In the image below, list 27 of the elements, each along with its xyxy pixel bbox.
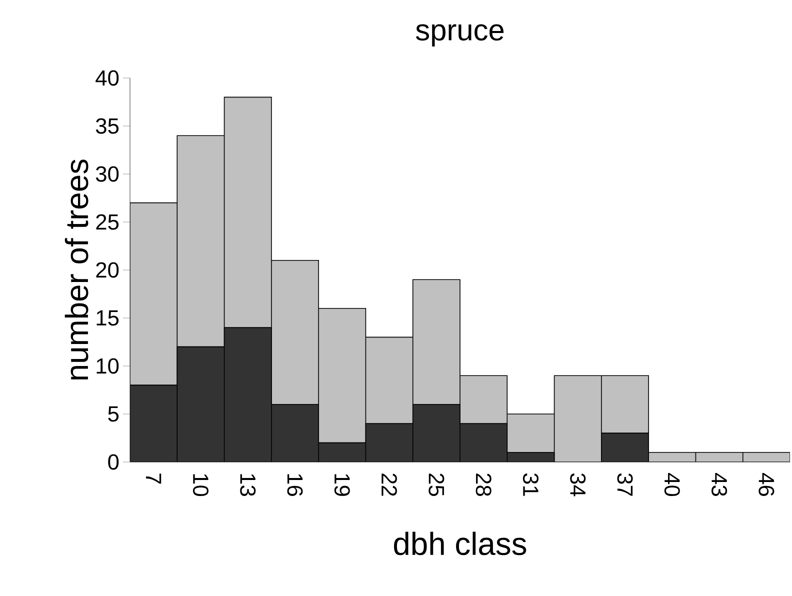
y-tick-label: 35	[96, 118, 119, 134]
x-tick-label: 37	[617, 473, 633, 496]
x-tick-label: 46	[758, 473, 774, 496]
chart-title: spruce	[416, 24, 504, 46]
bar	[601, 432, 649, 462]
x-tick-label: 28	[476, 474, 492, 496]
y-tick-label: 5	[108, 406, 119, 422]
x-tick-label: 13	[240, 474, 256, 496]
y-tick-label: 0	[108, 454, 119, 470]
x-tick-label: 7	[146, 474, 162, 484]
y-axis-title: number of trees	[64, 160, 88, 380]
x-tick-label: 34	[570, 473, 586, 496]
y-tick-label: 20	[96, 262, 119, 278]
y-tick-label: 10	[96, 358, 119, 374]
x-tick-label: 40	[664, 473, 680, 496]
x-tick-label: 31	[522, 473, 538, 496]
y-tick-label: 25	[96, 214, 119, 230]
x-tick-label: 22	[382, 474, 397, 496]
x-axis-title: dbh class	[394, 532, 526, 556]
x-tick-label: 25	[428, 474, 444, 496]
x-tick-label: 10	[192, 474, 208, 496]
y-tick-label: 40	[96, 70, 119, 86]
y-tick-label: 30	[96, 166, 119, 182]
x-tick-label: 16	[287, 474, 303, 496]
x-tick-label: 43	[712, 473, 728, 496]
y-tick-label: 15	[96, 310, 119, 326]
x-tick-label: 19	[334, 474, 350, 496]
